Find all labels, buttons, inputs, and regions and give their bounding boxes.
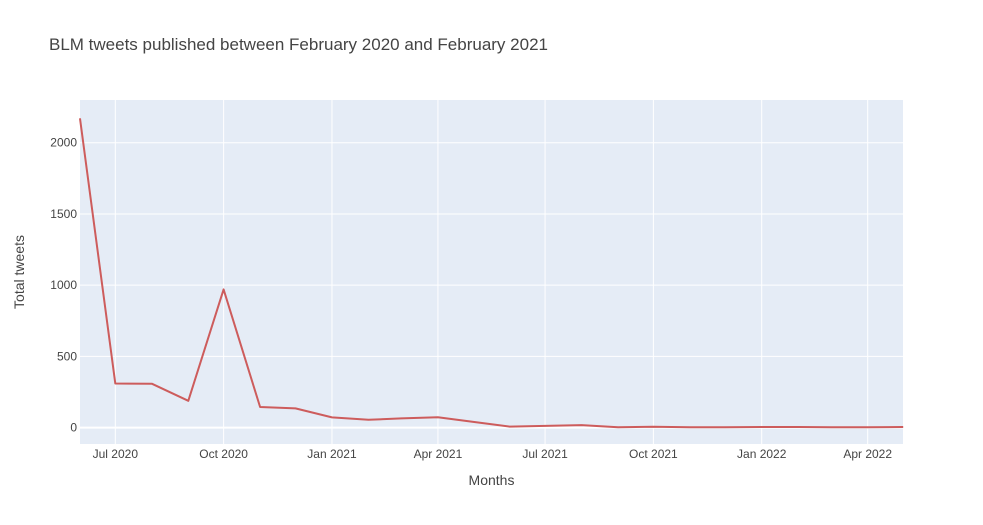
- x-tick-label: Jul 2021: [522, 447, 568, 461]
- data-point: [689, 426, 691, 428]
- data-point: [724, 426, 726, 428]
- data-point: [294, 407, 296, 409]
- y-tick-label: 1000: [50, 278, 77, 292]
- data-point: [151, 383, 153, 385]
- data-point: [797, 426, 799, 428]
- data-point: [331, 416, 333, 418]
- data-point: [223, 288, 225, 290]
- data-point: [79, 118, 81, 120]
- plot-area: [80, 100, 903, 444]
- data-point: [187, 400, 189, 402]
- data-point: [830, 426, 832, 428]
- data-point: [902, 426, 904, 428]
- data-point: [114, 382, 116, 384]
- y-axis-title: Total tweets: [11, 235, 27, 309]
- chart-title: BLM tweets published between February 20…: [49, 35, 548, 54]
- x-axis-title: Months: [469, 472, 515, 488]
- data-point: [581, 424, 583, 426]
- data-point: [259, 406, 261, 408]
- series-group: [79, 118, 904, 429]
- data-point: [867, 426, 869, 428]
- data-point: [400, 417, 402, 419]
- x-tick-label: Jan 2021: [307, 447, 357, 461]
- data-point: [617, 426, 619, 428]
- x-axis-ticks: Jul 2020 Oct 2020 Jan 2021 Apr 2021 Jul 2021…: [93, 447, 893, 461]
- x-tick-label: Jul 2020: [93, 447, 139, 461]
- y-tick-label: 0: [70, 421, 77, 435]
- series-line: [79, 118, 904, 429]
- y-tick-label: 500: [57, 349, 77, 363]
- data-point: [509, 426, 511, 428]
- data-point: [761, 426, 763, 428]
- data-point: [472, 421, 474, 423]
- data-point: [544, 425, 546, 427]
- x-tick-label: Oct 2020: [199, 447, 248, 461]
- x-tick-label: Apr 2021: [414, 447, 463, 461]
- data-point: [437, 416, 439, 418]
- data-point: [367, 419, 369, 421]
- x-tick-label: Apr 2022: [843, 447, 892, 461]
- data-point: [652, 426, 654, 428]
- y-axis-ticks: 0 500 1000 1500 2000: [50, 136, 77, 435]
- x-tick-label: Jan 2022: [737, 447, 787, 461]
- y-tick-label: 1500: [50, 207, 77, 221]
- y-tick-label: 2000: [50, 136, 77, 150]
- x-tick-label: Oct 2021: [629, 447, 678, 461]
